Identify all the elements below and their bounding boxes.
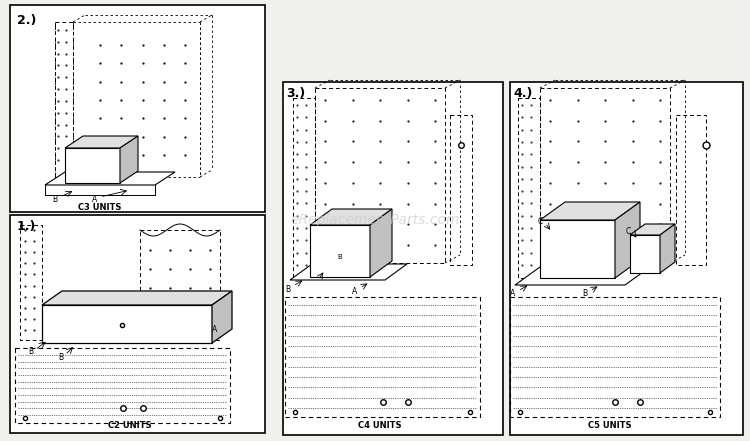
Text: A: A [92, 194, 97, 203]
Bar [285, 297, 480, 417]
Bar [518, 98, 540, 278]
Polygon shape [630, 224, 675, 235]
Polygon shape [515, 267, 650, 285]
Text: C3 UNITS: C3 UNITS [78, 202, 122, 212]
Polygon shape [65, 148, 120, 183]
Polygon shape [310, 209, 392, 225]
Polygon shape [290, 264, 407, 280]
Text: C: C [626, 227, 631, 235]
Bar [450, 115, 472, 265]
Bar [315, 88, 445, 263]
Text: B: B [582, 289, 587, 299]
Polygon shape [120, 136, 138, 183]
Text: 1.): 1.) [17, 220, 36, 233]
Bar [140, 230, 220, 340]
Polygon shape [660, 224, 675, 273]
Text: A: A [212, 325, 217, 335]
Polygon shape [370, 209, 392, 277]
Bar [540, 88, 670, 263]
Text: B: B [52, 194, 57, 203]
Text: A: A [352, 287, 357, 295]
Bar [293, 98, 315, 278]
Polygon shape [310, 225, 370, 277]
Text: C2 UNITS: C2 UNITS [108, 421, 152, 430]
Polygon shape [45, 172, 175, 185]
Text: C5 UNITS: C5 UNITS [588, 421, 632, 430]
Text: A: A [510, 289, 515, 299]
Text: B: B [58, 352, 63, 362]
Text: 4.): 4.) [513, 87, 532, 100]
Polygon shape [540, 220, 615, 278]
Bar [10, 5, 265, 212]
Bar [283, 82, 503, 435]
Polygon shape [42, 291, 232, 305]
Polygon shape [615, 202, 640, 278]
Bar [510, 297, 720, 417]
Polygon shape [540, 202, 640, 220]
Polygon shape [65, 136, 138, 148]
Bar [55, 22, 73, 177]
Text: 2.): 2.) [17, 14, 36, 27]
Text: C: C [538, 217, 543, 225]
Bar [510, 82, 743, 435]
Text: B: B [28, 348, 33, 356]
Polygon shape [42, 305, 212, 343]
Text: 3.): 3.) [286, 87, 305, 100]
Bar [15, 348, 230, 423]
Bar [676, 115, 706, 265]
Bar [20, 225, 42, 340]
Text: C4 UNITS: C4 UNITS [358, 421, 402, 430]
Text: eReplacementParts.com: eReplacementParts.com [290, 213, 460, 227]
Bar [10, 215, 265, 433]
Text: B: B [338, 254, 342, 260]
Polygon shape [212, 291, 232, 343]
Text: B: B [285, 284, 290, 294]
Polygon shape [630, 235, 660, 273]
